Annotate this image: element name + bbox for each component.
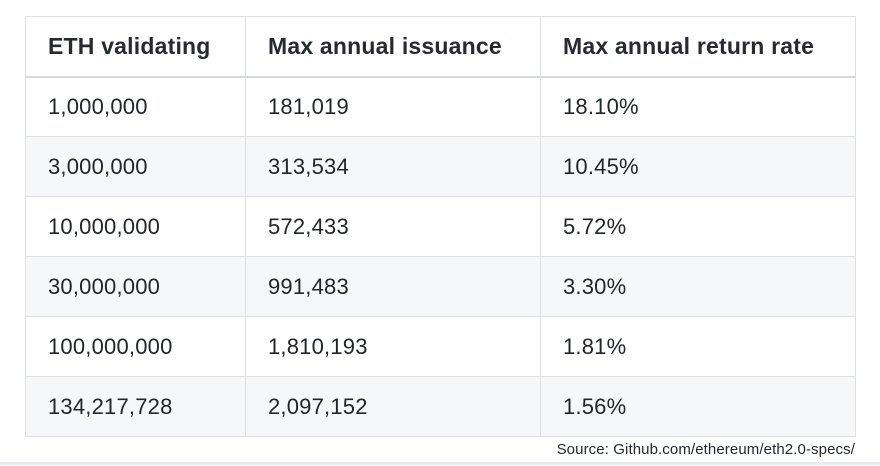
cell-max-annual-issuance: 181,019 — [245, 76, 541, 137]
column-header-max-annual-return-rate: Max annual return rate — [540, 16, 856, 78]
table-row: 134,217,728 2,097,152 1.56% — [25, 376, 856, 437]
cell-max-annual-return-rate: 10.45% — [540, 136, 856, 197]
column-header-max-annual-issuance: Max annual issuance — [245, 16, 541, 78]
bottom-divider — [0, 462, 880, 465]
cell-max-annual-issuance: 991,483 — [245, 256, 541, 317]
table-row: 30,000,000 991,483 3.30% — [25, 256, 856, 317]
cell-eth-validating: 100,000,000 — [25, 316, 246, 377]
table-body: 1,000,000 181,019 18.10% 3,000,000 313,5… — [25, 76, 856, 437]
cell-eth-validating: 134,217,728 — [25, 376, 246, 437]
cell-eth-validating: 10,000,000 — [25, 196, 246, 257]
cell-max-annual-return-rate: 1.81% — [540, 316, 856, 377]
cell-max-annual-issuance: 313,534 — [245, 136, 541, 197]
header-row: ETH validating Max annual issuance Max a… — [25, 16, 856, 78]
table-header: ETH validating Max annual issuance Max a… — [25, 16, 856, 78]
cell-max-annual-return-rate: 5.72% — [540, 196, 856, 257]
cell-max-annual-return-rate: 18.10% — [540, 76, 856, 137]
cell-max-annual-issuance: 1,810,193 — [245, 316, 541, 377]
cell-max-annual-issuance: 2,097,152 — [245, 376, 541, 437]
cell-max-annual-return-rate: 3.30% — [540, 256, 856, 317]
cell-max-annual-return-rate: 1.56% — [540, 376, 856, 437]
cell-eth-validating: 30,000,000 — [25, 256, 246, 317]
table-row: 3,000,000 313,534 10.45% — [25, 136, 856, 197]
cell-max-annual-issuance: 572,433 — [245, 196, 541, 257]
cell-eth-validating: 1,000,000 — [25, 76, 246, 137]
table-row: 1,000,000 181,019 18.10% — [25, 76, 856, 137]
table-row: 10,000,000 572,433 5.72% — [25, 196, 856, 257]
source-attribution: Source: Github.com/ethereum/eth2.0-specs… — [556, 441, 855, 458]
table-row: 100,000,000 1,810,193 1.81% — [25, 316, 856, 377]
cell-eth-validating: 3,000,000 — [25, 136, 246, 197]
eth-staking-table-container: ETH validating Max annual issuance Max a… — [25, 16, 856, 437]
column-header-eth-validating: ETH validating — [25, 16, 246, 78]
eth-staking-table: ETH validating Max annual issuance Max a… — [25, 16, 856, 437]
